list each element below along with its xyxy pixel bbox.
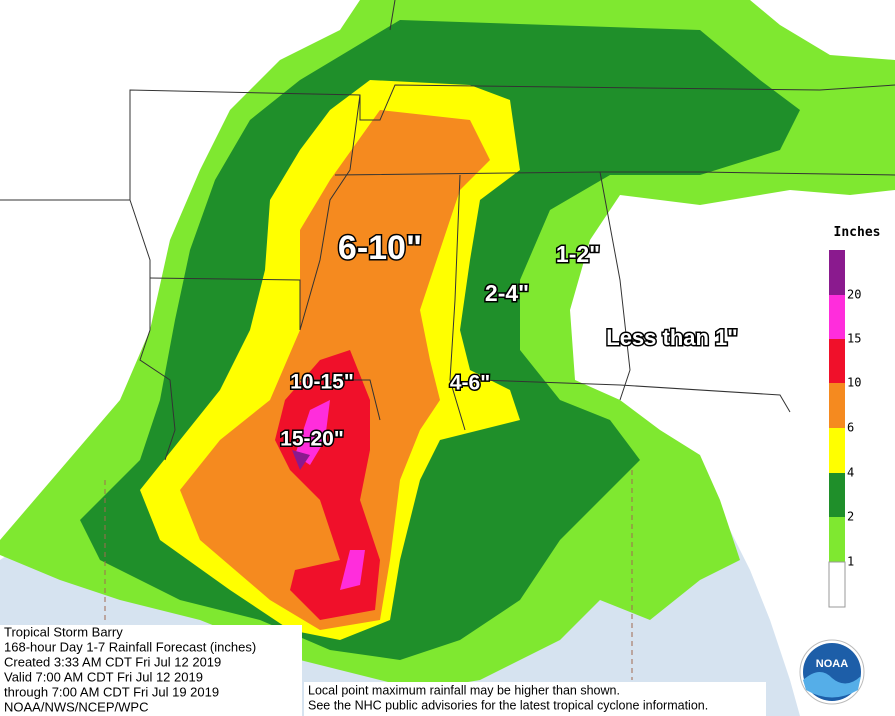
info-box [0,625,302,716]
legend-tick-label: 6 [847,421,854,435]
legend-tick-label: 1 [847,555,854,569]
disclaimer-box [304,682,766,716]
legend-title: Inches [834,225,881,240]
info-line: Created 3:33 AM CDT Fri Jul 12 2019 [4,654,221,669]
legend-swatch [829,339,845,383]
legend-swatch [829,428,845,473]
region-label: Less than 1" [606,325,737,350]
disclaimer-line: See the NHC public advisories for the la… [308,698,708,712]
legend-tick-label: 15 [847,332,861,346]
legend-swatch [829,250,845,295]
info-line: through 7:00 AM CDT Fri Jul 19 2019 [4,684,219,699]
legend-swatch [829,517,845,562]
info-line: Valid 7:00 AM CDT Fri Jul 12 2019 [4,669,203,684]
rain-20-plus [292,450,310,470]
region-label: 4-6" [450,372,490,395]
legend-tick-label: 2 [847,510,854,524]
legend-swatch [829,383,845,428]
region-label: 15-20" [280,428,344,451]
info-line: 168-hour Day 1-7 Rainfall Forecast (inch… [4,639,256,654]
state-borders [0,0,895,461]
info-line: Tropical Storm Barry [4,624,123,639]
rain-15-20 [295,400,365,590]
noaa-logo: NOAA [799,639,865,705]
region-label: 1-2" [556,241,600,267]
region-label: 2-4" [485,280,529,306]
disclaimer-line: Local point maximum rainfall may be high… [308,683,620,697]
disclaimer-lines: Local point maximum rainfall may be high… [308,683,708,712]
legend-tick-label: 10 [847,376,861,390]
region-label: 6-10" [338,229,422,267]
legend-swatch [829,473,845,517]
legend-swatch [828,561,846,608]
legend: Inches 20 15 10 6 4 2 1 [828,225,881,608]
legend-tick-label: 20 [847,288,861,302]
logo-text: NOAA [816,658,848,670]
legend-tick-label: 4 [847,466,854,480]
region-label: 10-15" [290,371,354,394]
legend-swatch [829,295,845,339]
info-line: NOAA/NWS/NCEP/WPC [4,699,148,714]
